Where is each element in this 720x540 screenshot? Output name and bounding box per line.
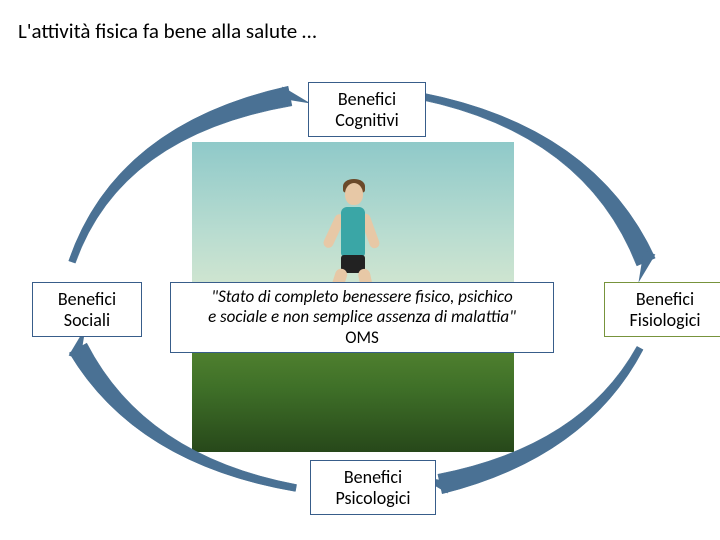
cycle-arrows xyxy=(0,0,720,540)
node-label: Cognitivi xyxy=(335,109,398,131)
quote-source: OMS xyxy=(345,327,379,348)
node-physiological: Benefici Fisiologici xyxy=(604,282,720,337)
node-label: Benefici xyxy=(58,288,116,310)
node-label: Benefici xyxy=(338,88,396,110)
node-psychological: Benefici Psicologici xyxy=(310,460,436,515)
node-label: Benefici xyxy=(344,466,402,488)
node-label: Benefici xyxy=(636,288,694,310)
quote-line: e sociale e non semplice assenza di mala… xyxy=(208,306,516,327)
node-social: Benefici Sociali xyxy=(32,282,142,337)
node-cognitive: Benefici Cognitivi xyxy=(308,82,426,137)
center-quote: "Stato di completo benessere fisico, psi… xyxy=(170,282,554,353)
node-label: Fisiologici xyxy=(629,309,700,331)
quote-line: "Stato di completo benessere fisico, psi… xyxy=(211,286,512,307)
node-label: Sociali xyxy=(64,309,110,331)
node-label: Psicologici xyxy=(335,487,410,509)
